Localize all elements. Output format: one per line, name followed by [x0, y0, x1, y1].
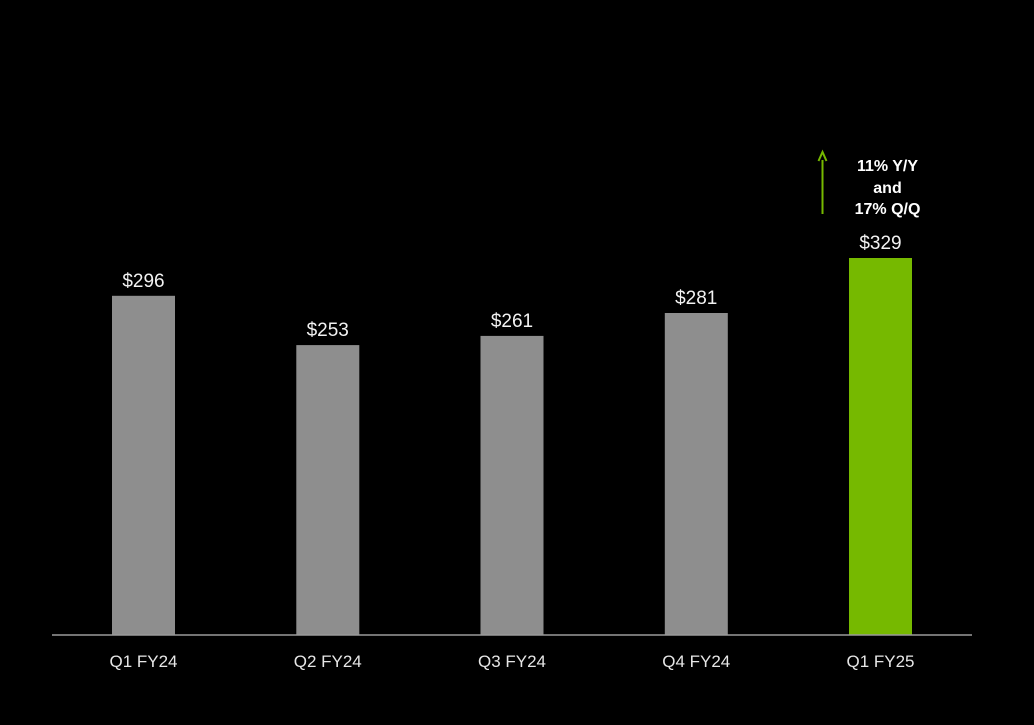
- value-label-q1-fy24: $296: [122, 271, 164, 292]
- bars-layer: [112, 258, 912, 635]
- annotation-line-3: 17% Q/Q: [855, 201, 921, 218]
- value-label-q4-fy24: $281: [675, 288, 717, 309]
- bar-q2-fy24: [296, 345, 360, 635]
- x-axis-ticks-layer: Q1 FY24 Q2 FY24 Q3 FY24 Q4 FY24 Q1 FY25: [109, 652, 914, 671]
- bar-q4-fy24: [664, 313, 728, 635]
- bar-q1-fy25: [849, 258, 912, 635]
- value-label-q1-fy25: $329: [859, 233, 901, 254]
- annotation-line-1: 11% Y/Y: [857, 158, 918, 175]
- x-tick-label-q1-fy25: Q1 FY25: [846, 652, 914, 671]
- bar-q1-fy24: [112, 295, 175, 635]
- value-label-q2-fy24: $253: [307, 320, 349, 341]
- growth-annotation: 11% Y/Y and 17% Q/Q: [817, 149, 921, 218]
- up-arrow-head-icon: [817, 149, 828, 162]
- bar-q3-fy24: [480, 335, 544, 635]
- x-tick-label-q4-fy24: Q4 FY24: [662, 652, 730, 671]
- annotation-line-2: and: [873, 180, 901, 197]
- x-tick-label-q1-fy24: Q1 FY24: [109, 652, 177, 671]
- value-labels-layer: $296 $253 $261 $281 $329: [122, 233, 901, 341]
- x-tick-label-q3-fy24: Q3 FY24: [478, 652, 546, 671]
- x-tick-label-q2-fy24: Q2 FY24: [294, 652, 362, 671]
- value-label-q3-fy24: $261: [491, 311, 533, 332]
